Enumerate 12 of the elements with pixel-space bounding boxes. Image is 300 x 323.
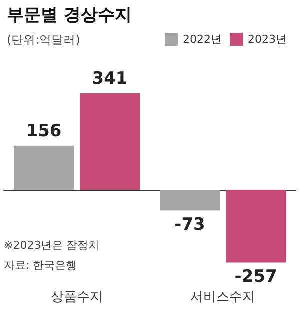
x-tick-label: 서비스수지 xyxy=(190,290,256,305)
annotation: 자료: 한국은행 xyxy=(4,259,78,272)
legend-label: 2022년 xyxy=(183,33,222,46)
chart-title: 부문별 경상수지 xyxy=(7,6,132,26)
data-label: -73 xyxy=(174,215,206,236)
data-label: 156 xyxy=(26,121,62,142)
data-label: 341 xyxy=(92,69,128,90)
legend-label: 2023년 xyxy=(248,33,288,46)
chart-subtitle: (단위:억달러) xyxy=(7,33,80,47)
x-tick-label: 상품수지 xyxy=(51,290,103,305)
annotation: ※2023년은 잠정치 xyxy=(4,239,100,252)
data-label: -257 xyxy=(234,267,278,288)
